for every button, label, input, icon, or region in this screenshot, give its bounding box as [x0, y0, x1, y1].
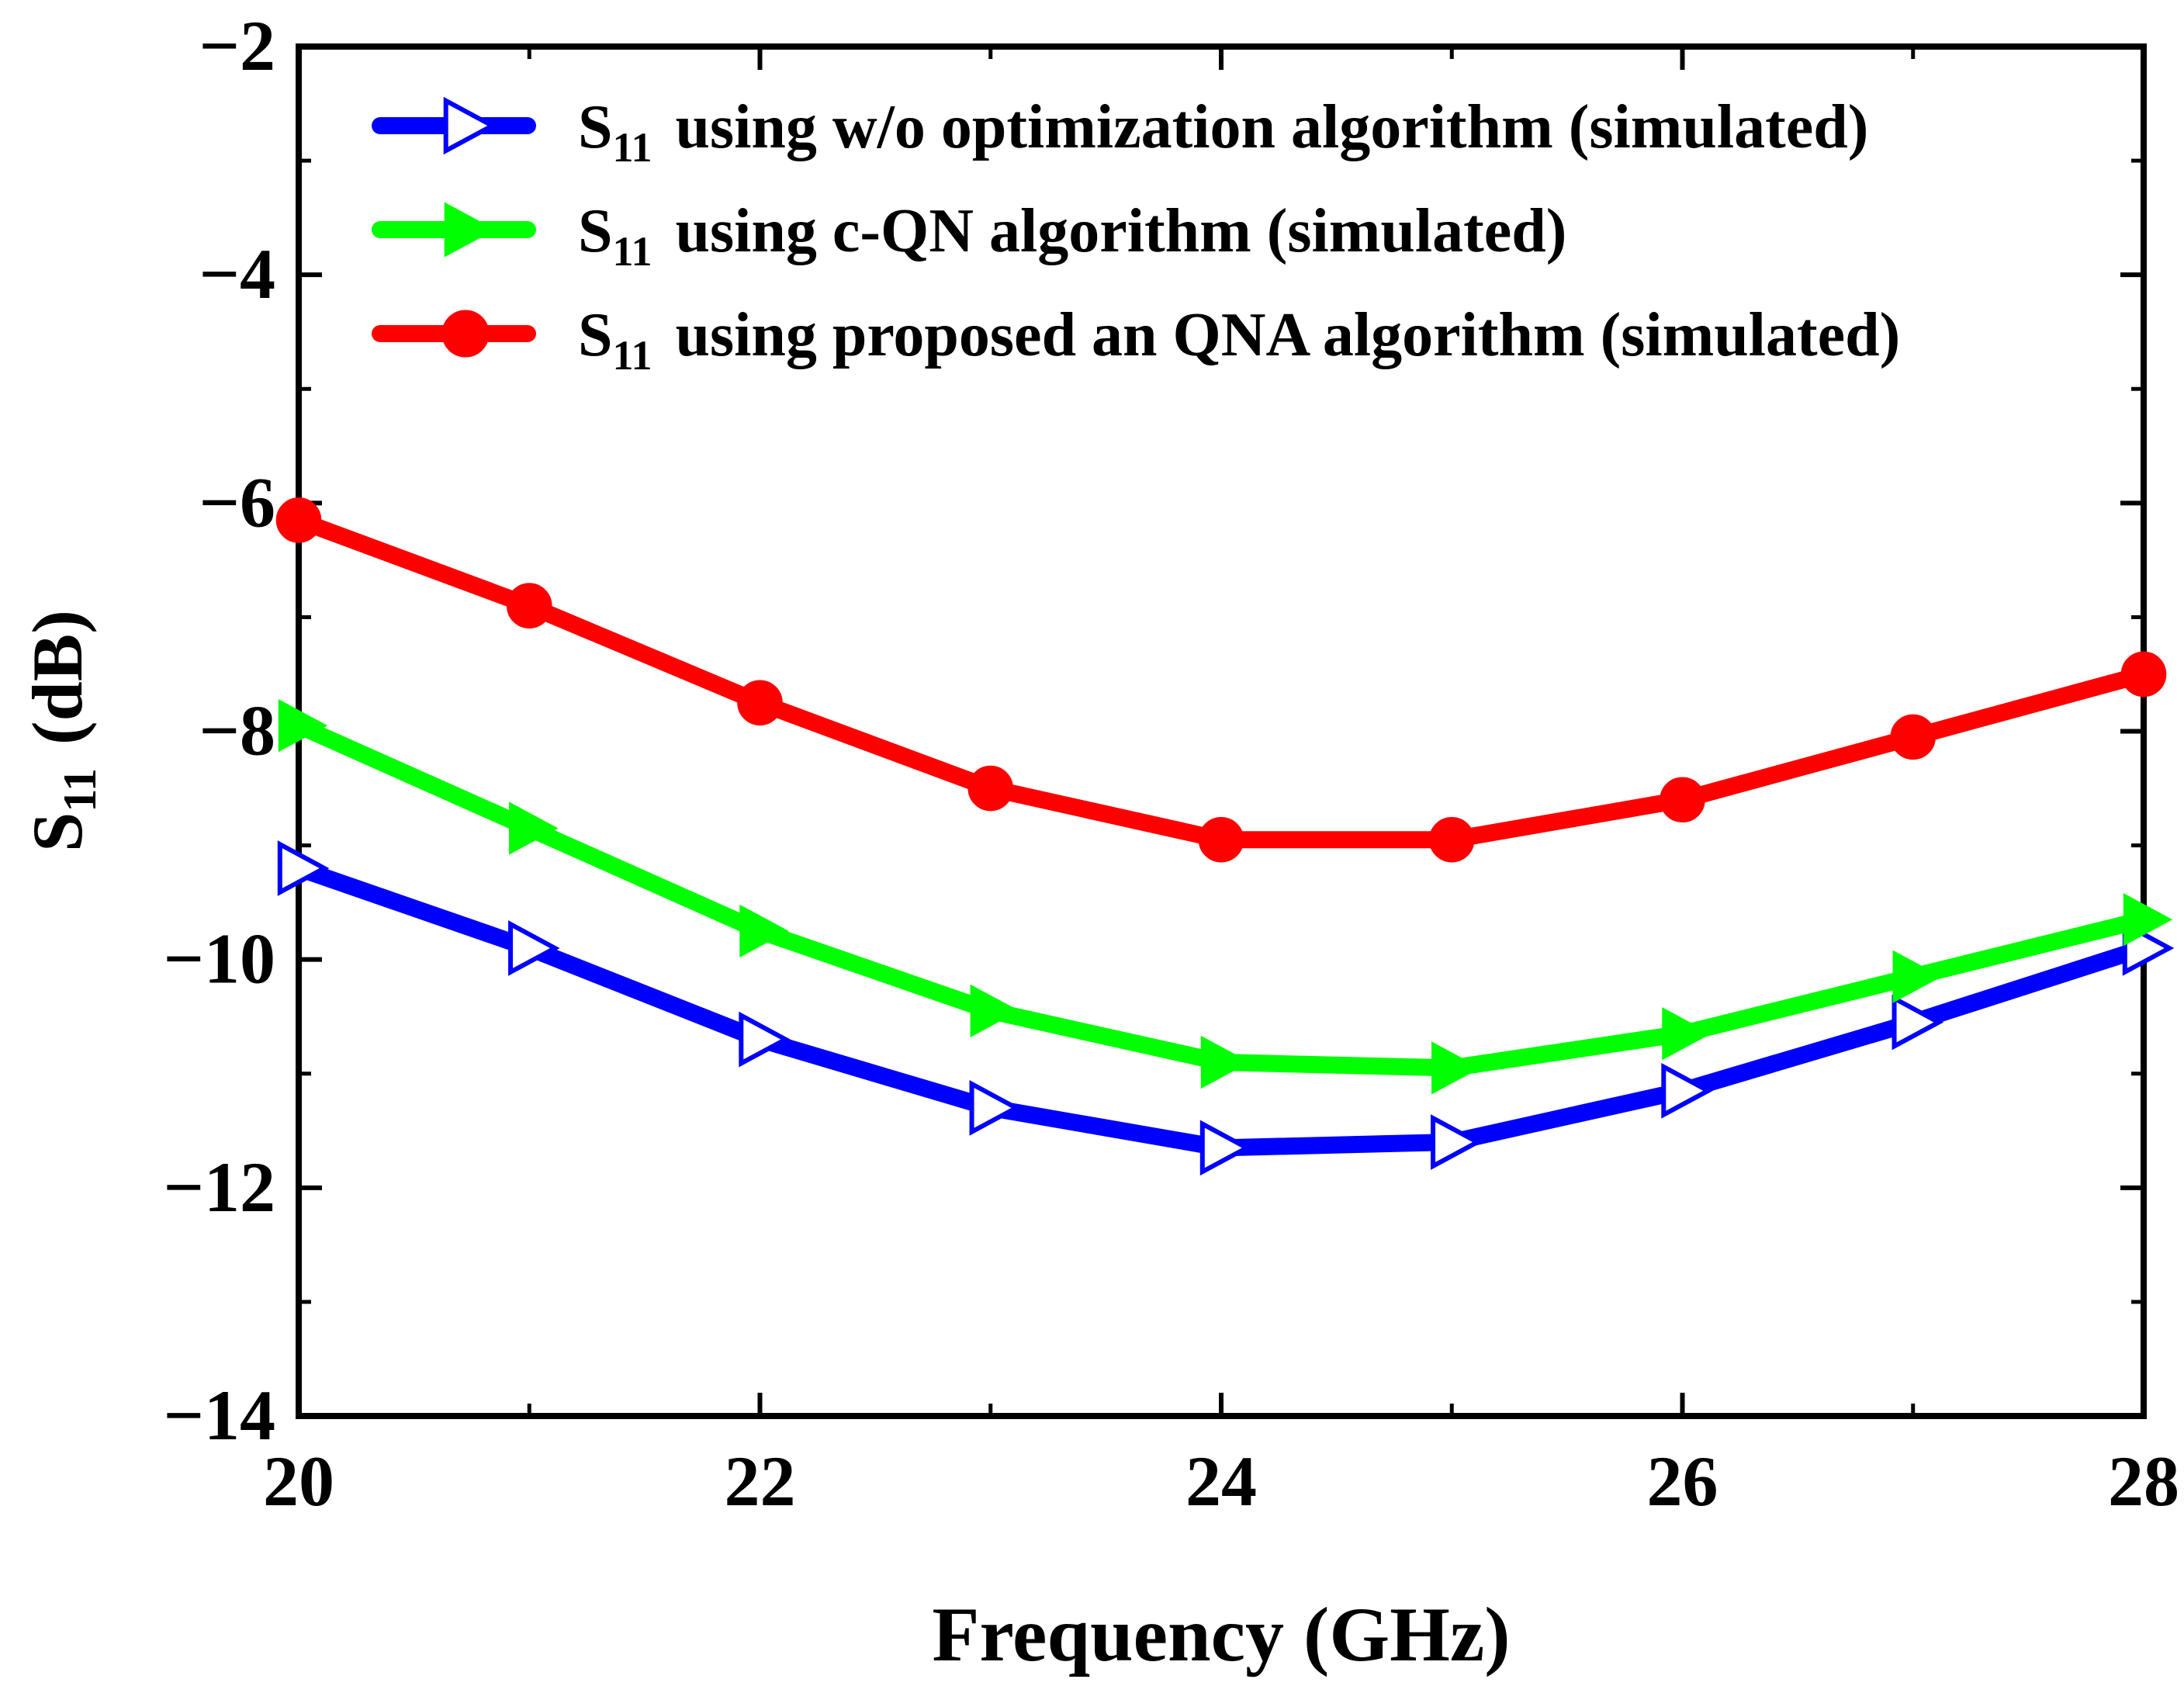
- legend-label-main: S: [578, 301, 613, 369]
- series-line: [290, 717, 2152, 1077]
- data-point: [277, 840, 330, 896]
- legend-label: S11 using w/o optimization algorithm (sim…: [578, 93, 1868, 171]
- data-point: [967, 765, 1014, 812]
- svg-text:S11(dB): S11 (dB): [18, 610, 106, 852]
- legend-label-text: using w/o optimization algorithm (simula…: [676, 93, 1869, 161]
- data-point: [2120, 651, 2167, 698]
- data-point: [739, 904, 789, 958]
- data-point: [739, 1011, 791, 1068]
- axis-ticks: 20 22 24 26 28 −2 −4 −6 −8 −10 −12 −14: [164, 6, 2179, 1521]
- data-point: [1661, 1062, 1713, 1119]
- data-point: [509, 801, 559, 855]
- legend-swatch-marker: [443, 96, 497, 155]
- x-tick-label: 20: [263, 1442, 334, 1521]
- data-point: [969, 1080, 1022, 1136]
- x-tick-label: 22: [725, 1442, 796, 1521]
- x-axis-title: Frequency (GHz): [932, 1591, 1510, 1677]
- legend-label-main: S: [578, 197, 613, 265]
- x-tick-label: 26: [1647, 1442, 1718, 1521]
- legend-label-main: S: [578, 93, 613, 161]
- y-axis-title: S11 (dB): [18, 610, 106, 852]
- data-point: [508, 920, 560, 976]
- y-tick-label: −12: [164, 1148, 275, 1227]
- y-axis-title-main: S: [18, 812, 97, 852]
- y-tick-label: −6: [199, 462, 275, 542]
- y-tick-label: −8: [199, 691, 275, 770]
- legend-label-sub: 11: [613, 228, 652, 275]
- y-axis-title-sub: 11: [54, 768, 106, 812]
- legend-label-text: using proposed an QNA algorithm (simulat…: [676, 301, 1901, 369]
- data-point: [1662, 1007, 1712, 1061]
- data-point: [2123, 893, 2173, 947]
- legend-entry-2: S11 using c-QN algorithm (simulated): [372, 197, 1566, 275]
- legend-label-sub: 11: [613, 124, 652, 171]
- data-point: [275, 497, 322, 543]
- data-point: [1660, 777, 1705, 823]
- legend-label-text: using c-QN algorithm (simulated): [676, 197, 1567, 265]
- series-2: [278, 698, 2173, 1095]
- series-line: [290, 511, 2152, 849]
- y-tick-label: −14: [164, 1376, 275, 1455]
- legend-label: S11 using c-QN algorithm (simulated): [578, 197, 1566, 275]
- series-line: [290, 860, 2152, 1157]
- legend: S11 using w/o optimization algorithm (sim…: [372, 93, 1900, 379]
- x-tick-label: 24: [1185, 1442, 1257, 1521]
- y-axis-title-unit: (dB): [18, 610, 97, 745]
- data-point: [1428, 816, 1475, 863]
- data-point: [1431, 1041, 1481, 1095]
- data-point: [970, 984, 1019, 1038]
- x-tick-label: 28: [2108, 1442, 2179, 1521]
- data-point: [1199, 1120, 1252, 1176]
- y-tick-label: −2: [199, 6, 275, 85]
- legend-label-sub: 11: [613, 332, 652, 379]
- series-1: [277, 840, 2175, 1176]
- data-point: [1198, 816, 1244, 863]
- data-point: [506, 583, 552, 628]
- data-point: [1431, 1114, 1483, 1170]
- data-point: [278, 698, 328, 753]
- data-point: [1200, 1035, 1251, 1089]
- legend-swatch-marker: [441, 310, 490, 358]
- data-point: [737, 680, 783, 726]
- series-layer: [275, 497, 2175, 1176]
- legend-entry-1: S11 using w/o optimization algorithm (sim…: [372, 93, 1868, 171]
- legend-entry-3: S11 using proposed an QNA algorithm (simu…: [372, 301, 1900, 379]
- data-point: [1892, 994, 1944, 1051]
- legend-swatch-marker: [444, 202, 496, 258]
- y-tick-label: −4: [199, 234, 275, 313]
- legend-label: S11 using proposed an QNA algorithm (simu…: [578, 301, 1900, 379]
- data-point: [1892, 950, 1942, 1003]
- data-point: [1890, 714, 1937, 760]
- y-tick-label: −10: [164, 919, 275, 999]
- series-3: [275, 497, 2167, 863]
